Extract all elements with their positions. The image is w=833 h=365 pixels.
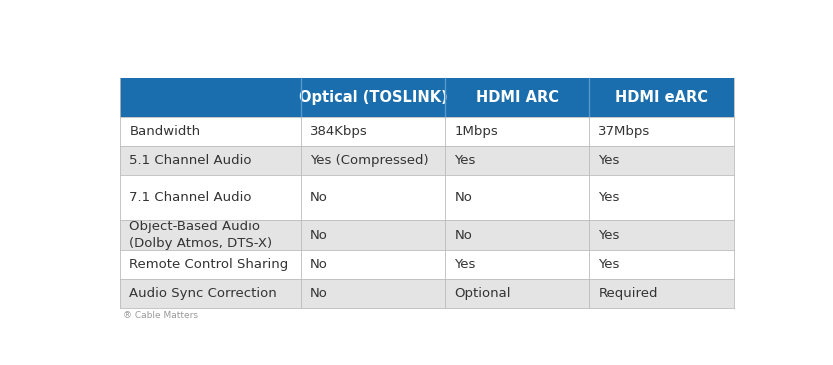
- Bar: [446, 250, 590, 279]
- Bar: [302, 220, 446, 250]
- Text: Audio Sync Correction: Audio Sync Correction: [129, 287, 277, 300]
- Bar: [590, 175, 734, 220]
- Text: Required: Required: [598, 287, 658, 300]
- Bar: [590, 220, 734, 250]
- Text: HDMI ARC: HDMI ARC: [476, 90, 559, 105]
- Bar: [302, 250, 446, 279]
- Bar: [590, 250, 734, 279]
- Bar: [120, 250, 302, 279]
- Bar: [446, 175, 590, 220]
- Bar: [446, 146, 590, 175]
- Text: Yes: Yes: [454, 154, 476, 167]
- Bar: [120, 77, 302, 117]
- Text: Optical (TOSLINK): Optical (TOSLINK): [299, 90, 447, 105]
- Text: Yes: Yes: [598, 154, 620, 167]
- Bar: [446, 220, 590, 250]
- Text: 1Mbps: 1Mbps: [454, 125, 498, 138]
- Bar: [446, 117, 590, 146]
- Text: Object-Based Audio
(Dolby Atmos, DTS-X): Object-Based Audio (Dolby Atmos, DTS-X): [129, 220, 272, 250]
- Bar: [120, 279, 302, 308]
- Bar: [590, 279, 734, 308]
- Bar: [302, 117, 446, 146]
- Text: 5.1 Channel Audio: 5.1 Channel Audio: [129, 154, 252, 167]
- Text: ® Cable Matters: ® Cable Matters: [123, 311, 198, 320]
- Text: HDMI eARC: HDMI eARC: [615, 90, 708, 105]
- Bar: [590, 77, 734, 117]
- Bar: [446, 77, 590, 117]
- Text: Yes: Yes: [598, 258, 620, 271]
- Text: Bandwidth: Bandwidth: [129, 125, 201, 138]
- Text: No: No: [454, 191, 472, 204]
- Text: Yes (Compressed): Yes (Compressed): [310, 154, 429, 167]
- Text: Yes: Yes: [454, 258, 476, 271]
- Bar: [120, 175, 302, 220]
- Text: No: No: [310, 287, 328, 300]
- Text: 37Mbps: 37Mbps: [598, 125, 651, 138]
- Text: No: No: [310, 191, 328, 204]
- Bar: [302, 146, 446, 175]
- Text: No: No: [454, 228, 472, 242]
- Text: Yes: Yes: [598, 191, 620, 204]
- Text: Remote Control Sharing: Remote Control Sharing: [129, 258, 288, 271]
- Bar: [120, 220, 302, 250]
- Text: 7.1 Channel Audio: 7.1 Channel Audio: [129, 191, 252, 204]
- Text: Yes: Yes: [598, 228, 620, 242]
- Bar: [120, 117, 302, 146]
- Bar: [446, 279, 590, 308]
- Bar: [120, 146, 302, 175]
- Text: Optional: Optional: [454, 287, 511, 300]
- Text: No: No: [310, 258, 328, 271]
- Text: 384Kbps: 384Kbps: [310, 125, 368, 138]
- Text: No: No: [310, 228, 328, 242]
- Bar: [302, 175, 446, 220]
- Bar: [590, 117, 734, 146]
- Bar: [302, 77, 446, 117]
- Bar: [590, 146, 734, 175]
- Bar: [302, 279, 446, 308]
